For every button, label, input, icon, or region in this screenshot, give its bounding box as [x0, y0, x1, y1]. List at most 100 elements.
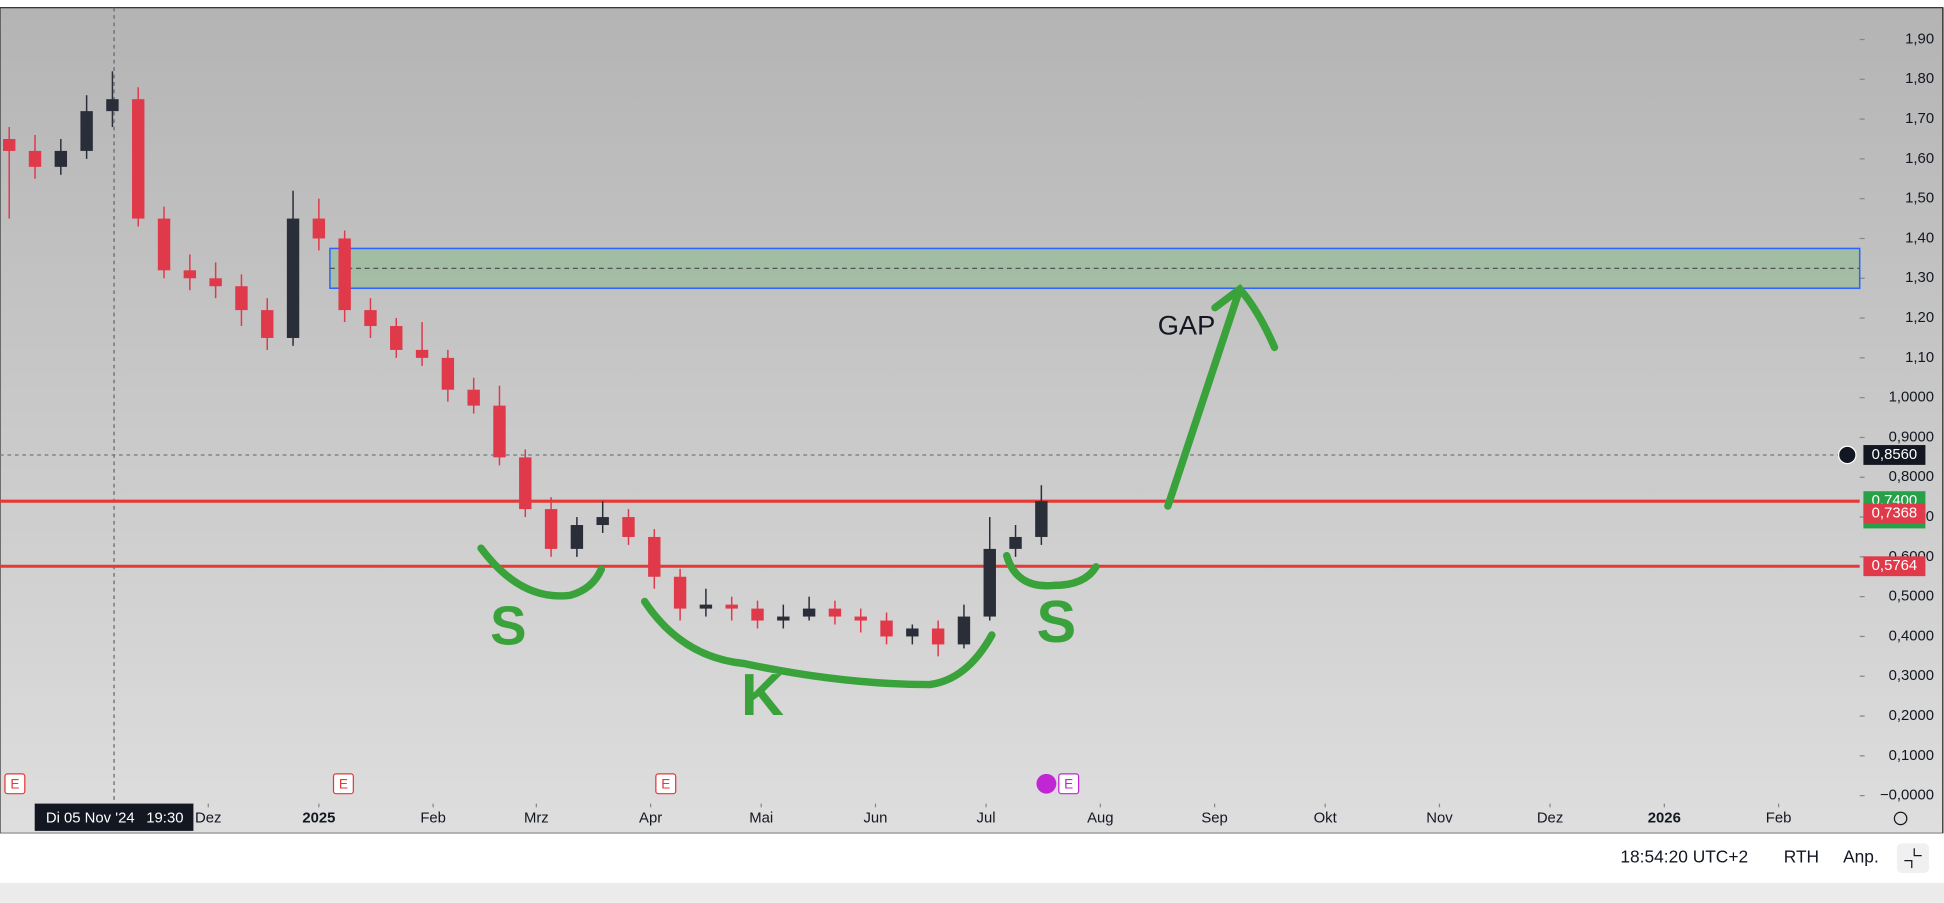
- candle-body: [28, 150, 42, 167]
- price-tag: [1863, 556, 1926, 577]
- annotation: S: [1036, 588, 1076, 655]
- x-tick-label: Jul: [977, 810, 996, 826]
- y-tick-label: 0,5000: [1889, 589, 1934, 605]
- bottom-strip: [0, 882, 1944, 903]
- candle-body: [854, 616, 867, 621]
- candle-body: [1009, 536, 1022, 549]
- x-tick-label: Apr: [639, 810, 662, 826]
- candle-body: [390, 326, 403, 350]
- candle-body: [183, 270, 197, 279]
- event-icon: [1036, 773, 1057, 794]
- candle-body: [235, 286, 248, 311]
- price-tag: [1863, 445, 1926, 465]
- candle-body: [570, 525, 584, 549]
- price-tag-label: 0,8560: [1872, 447, 1917, 463]
- drawn-arc: [477, 544, 606, 600]
- add-button[interactable]: [1837, 445, 1857, 465]
- drawings: [477, 284, 1279, 689]
- candle-body: [54, 150, 68, 167]
- drawn-arc: [640, 597, 996, 689]
- x-tick-label: Dez: [1537, 810, 1563, 826]
- annotation: K: [741, 661, 784, 728]
- clock: 18:54:20 UTC+2: [1620, 847, 1748, 867]
- y-tick-label: 0,1000: [1889, 748, 1934, 764]
- candle-body: [622, 517, 635, 537]
- drawn-arrow: [1164, 284, 1279, 510]
- x-tick-label: Sep: [1201, 810, 1227, 826]
- x-tick-label: Okt: [1314, 810, 1338, 826]
- candle-body: [725, 604, 738, 609]
- y-tick-label: 1,90: [1905, 31, 1934, 47]
- candle-body: [261, 310, 274, 338]
- event-label: E: [1064, 777, 1073, 792]
- event-label: E: [10, 777, 19, 792]
- session: RTH: [1784, 847, 1819, 867]
- y-tick-label: 1,60: [1905, 151, 1934, 167]
- price-tag-label: 0,5764: [1872, 558, 1917, 574]
- candle-body: [880, 620, 893, 637]
- plot-background: [0, 7, 1944, 834]
- chart-layer: 1,90 1,80 1,70 1,60 1,50 1,40 1,30 1,20 1,10 1,00…: [0, 7, 1934, 826]
- candle-body: [519, 457, 532, 510]
- y-tick-label: 0,3000: [1889, 668, 1934, 684]
- candle-body: [157, 218, 171, 271]
- y-tick-label: −0,0000: [1880, 788, 1934, 804]
- crosshair-time: 19:30: [146, 810, 183, 826]
- candle-body: [828, 608, 842, 617]
- drawn-letters: S K S: [490, 588, 1076, 728]
- x-tick-label: Jun: [863, 810, 887, 826]
- drawn-arc: [1002, 551, 1100, 590]
- event-label: E: [339, 777, 348, 792]
- y-tick-label: 1,20: [1905, 310, 1934, 326]
- settings-icon[interactable]: [1893, 811, 1908, 826]
- candle-body: [132, 99, 145, 219]
- annotation: S: [490, 595, 526, 656]
- candle-body: [467, 389, 480, 406]
- x-tick-label: Feb: [1766, 810, 1792, 826]
- crosshair-date: Di 05 Nov '24: [46, 810, 135, 826]
- candle-body: [906, 628, 919, 637]
- price-tag-label: 0,7368: [1872, 505, 1917, 521]
- event-label: E: [661, 777, 670, 792]
- x-tick-label: Nov: [1426, 810, 1453, 826]
- x-tick-label: Aug: [1087, 810, 1113, 826]
- x-tick-label: Dez: [195, 810, 221, 826]
- maximize-button[interactable]: [1896, 843, 1930, 874]
- x-tick-label: Feb: [420, 810, 446, 826]
- candle-body: [312, 218, 326, 239]
- candle-body: [415, 349, 429, 358]
- y-tick-label: 1,70: [1905, 111, 1934, 127]
- y-tick-label: 1,0000: [1889, 390, 1934, 406]
- maximize-icon: [1904, 848, 1922, 869]
- y-tick-label: 1,30: [1905, 270, 1934, 286]
- candle-body: [106, 99, 119, 112]
- annotation: GAP: [1158, 310, 1216, 341]
- candle-body: [80, 111, 93, 151]
- candle-body: [209, 278, 222, 287]
- status-bar: [0, 833, 1944, 883]
- candle-body: [802, 608, 816, 617]
- event-badge: [332, 773, 354, 795]
- candle-body: [493, 405, 506, 458]
- y-tick-label: 1,80: [1905, 71, 1934, 87]
- candle-body: [441, 357, 455, 390]
- candle-body: [3, 138, 16, 151]
- y-tick-label: 0,4000: [1889, 628, 1934, 644]
- candle-body: [596, 517, 609, 526]
- candle-body: [1035, 501, 1048, 537]
- event-badge: [655, 773, 677, 795]
- candle-body: [777, 616, 790, 621]
- adjust[interactable]: Anp.: [1843, 847, 1879, 867]
- x-tick-label: 2025: [302, 810, 335, 826]
- candle-body: [286, 218, 300, 338]
- price-tag: [1863, 503, 1926, 524]
- y-tick-label: 0,2000: [1889, 708, 1934, 724]
- candle-body: [364, 310, 377, 327]
- x-tick-label: Mrz: [524, 810, 549, 826]
- x-tick-label: 2026: [1648, 810, 1681, 826]
- candle-body: [673, 576, 687, 609]
- candle-body: [544, 509, 558, 549]
- crosshair-label-bg: [34, 803, 194, 831]
- candle-body: [931, 628, 945, 645]
